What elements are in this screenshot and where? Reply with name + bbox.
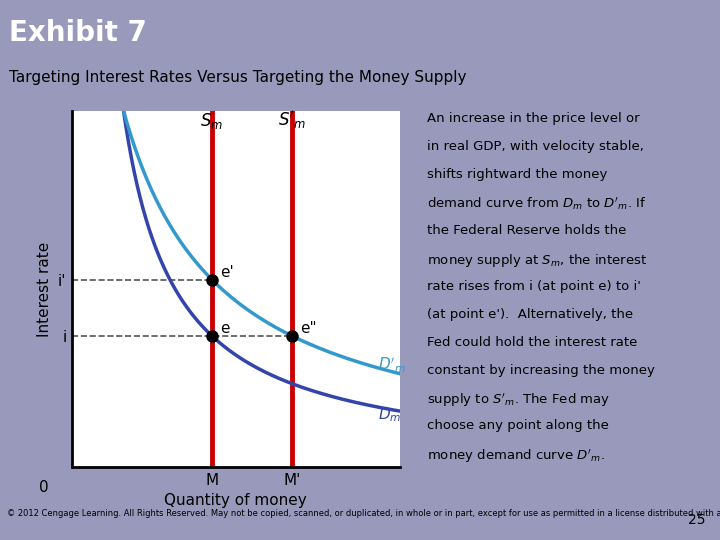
Text: the Federal Reserve holds the: the Federal Reserve holds the [427,224,626,237]
Text: 25: 25 [688,513,706,526]
Text: constant by increasing the money: constant by increasing the money [427,363,654,376]
Text: money demand curve $D'_m$.: money demand curve $D'_m$. [427,448,605,465]
Text: e': e' [220,265,235,280]
Text: © 2012 Cengage Learning. All Rights Reserved. May not be copied, scanned, or dup: © 2012 Cengage Learning. All Rights Rese… [7,509,720,518]
X-axis label: Quantity of money: Quantity of money [164,493,307,508]
Text: in real GDP, with velocity stable,: in real GDP, with velocity stable, [427,139,644,153]
Text: demand curve from $D_m$ to $D'_m$. If: demand curve from $D_m$ to $D'_m$. If [427,195,647,212]
Text: 0: 0 [39,480,49,495]
Text: e: e [220,321,230,336]
Y-axis label: Interest rate: Interest rate [37,241,53,336]
Text: (at point e').  Alternatively, the: (at point e'). Alternatively, the [427,307,633,321]
Text: $S_m$: $S_m$ [200,111,223,131]
Text: money supply at $S_m$, the interest: money supply at $S_m$, the interest [427,252,647,268]
Text: choose any point along the: choose any point along the [427,420,609,433]
Text: $D_m$: $D_m$ [377,405,401,424]
Text: $D'_m$: $D'_m$ [377,355,405,375]
Text: rate rises from i (at point e) to i': rate rises from i (at point e) to i' [427,280,641,293]
Text: supply to $S'_m$. The Fed may: supply to $S'_m$. The Fed may [427,392,610,409]
Text: An increase in the price level or: An increase in the price level or [427,112,639,125]
Text: $S'_m$: $S'_m$ [278,109,306,131]
Text: Exhibit 7: Exhibit 7 [9,19,146,48]
Text: Fed could hold the interest rate: Fed could hold the interest rate [427,335,637,348]
Text: shifts rightward the money: shifts rightward the money [427,167,607,180]
Text: e": e" [300,321,317,336]
Text: Targeting Interest Rates Versus Targeting the Money Supply: Targeting Interest Rates Versus Targetin… [9,70,466,85]
